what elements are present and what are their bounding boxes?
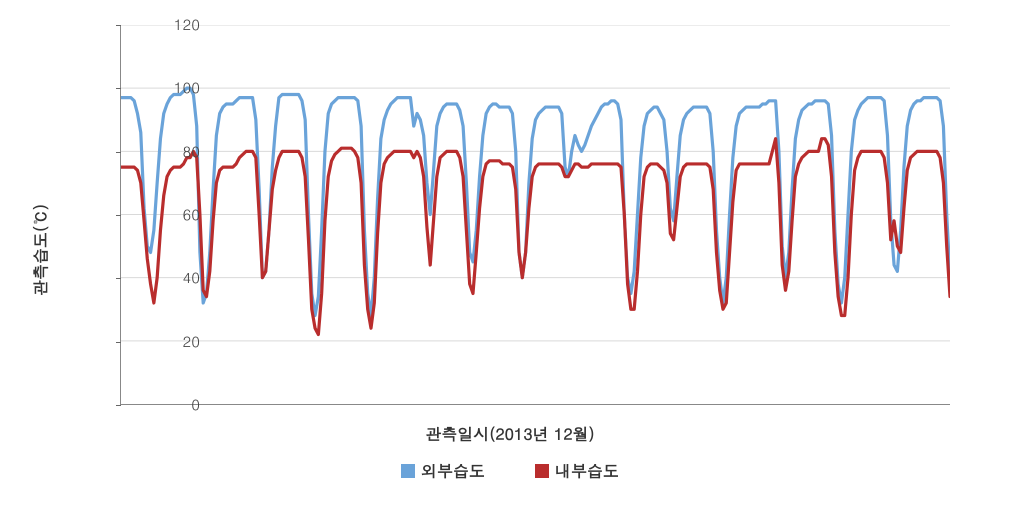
plot-area	[120, 25, 950, 405]
ytick-label: 100	[150, 78, 200, 99]
series-line-external	[121, 88, 950, 315]
legend-label-external: 외부습도	[421, 459, 485, 482]
ytick-label: 80	[150, 141, 200, 162]
y-axis-title: 관측습도(℃)	[29, 204, 52, 296]
legend: 외부습도 내부습도	[401, 459, 619, 482]
legend-item-external: 외부습도	[401, 459, 485, 482]
ytick-label: 40	[150, 268, 200, 289]
ytick-label: 60	[150, 205, 200, 226]
legend-swatch-external	[401, 464, 415, 478]
ytick-label: 20	[150, 331, 200, 352]
legend-label-internal: 내부습도	[555, 459, 619, 482]
legend-swatch-internal	[535, 464, 549, 478]
legend-item-internal: 내부습도	[535, 459, 619, 482]
humidity-chart: 관측습도(℃) 020406080100120 관측일시(2013년 12월) …	[50, 10, 970, 490]
chart-svg	[121, 25, 950, 404]
ytick-label: 0	[150, 395, 200, 416]
ytick-label: 120	[150, 15, 200, 36]
x-axis-title: 관측일시(2013년 12월)	[425, 422, 594, 445]
series-line-internal	[121, 139, 950, 335]
